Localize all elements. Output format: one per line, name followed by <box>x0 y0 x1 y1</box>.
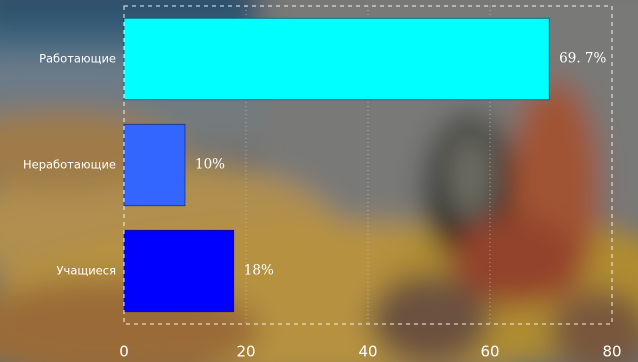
x-tick-label-40: 40 <box>358 343 377 361</box>
value-label-2: 10% <box>195 157 225 173</box>
plot-area-frame <box>123 5 613 325</box>
value-label-3: 18% <box>244 263 274 279</box>
labels: Работающие 69. 7% Неработающие 10% Учащиеся 1… <box>23 51 607 279</box>
bar-3 <box>123 229 235 313</box>
category-label-3: Учащиеся <box>57 264 116 278</box>
x-tick-label-0: 0 <box>119 343 129 361</box>
x-axis-ticks: 0 20 40 60 80 <box>119 343 621 361</box>
category-label-2: Неработающие <box>23 158 116 172</box>
x-tick-label-20: 20 <box>236 343 255 361</box>
bar-2 <box>123 123 186 207</box>
category-label-1: Работающие <box>39 52 116 66</box>
x-tick-label-60: 60 <box>480 343 499 361</box>
x-tick-label-80: 80 <box>602 343 621 361</box>
value-label-1: 69. 7% <box>559 51 606 67</box>
bar-1 <box>123 17 550 101</box>
bars <box>123 17 550 313</box>
